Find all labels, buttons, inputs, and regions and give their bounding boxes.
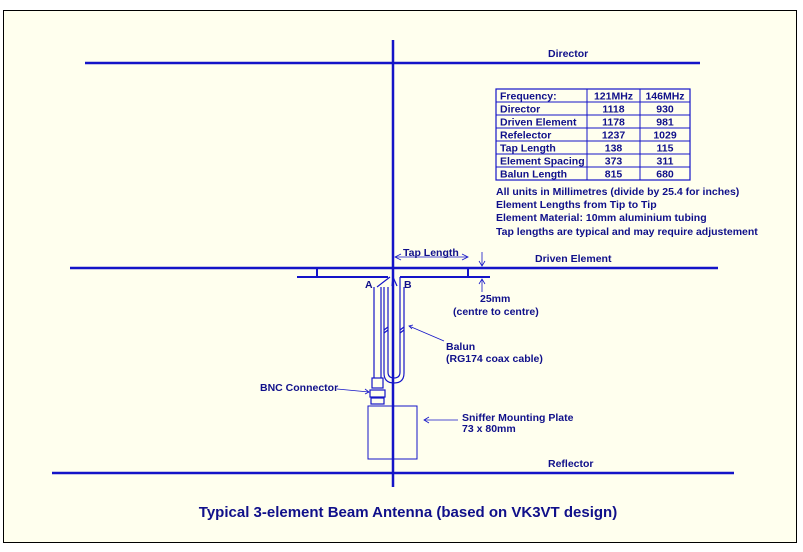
leader-lines (336, 324, 458, 424)
table-cell: 930 (656, 104, 674, 116)
balun-label: Balun (446, 341, 475, 353)
table-cell: 981 (656, 117, 674, 129)
table-header: 146MHz (645, 91, 684, 103)
table-cell: Tap Length (500, 143, 556, 155)
table-cell: 373 (605, 156, 623, 168)
table-cell: 311 (657, 156, 674, 168)
balun-note: (RG174 coax cable) (446, 353, 543, 365)
diagram-title: Typical 3-element Beam Antenna (based on… (199, 504, 617, 521)
note: All units in Millimetres (divide by 25.4… (496, 186, 739, 198)
tap-bar (297, 268, 490, 278)
table-cell: 1118 (602, 104, 624, 116)
table-border (495, 88, 691, 181)
director-label: Director (548, 48, 588, 60)
point-a-label: A (365, 279, 373, 291)
reflector-label: Reflector (548, 458, 594, 470)
table-header: 121MHz (594, 91, 633, 103)
bnc-label: BNC Connector (260, 382, 338, 394)
table-cell: Balun Length (500, 169, 567, 181)
table-cell: 115 (657, 143, 674, 155)
table-cell: 815 (605, 169, 623, 181)
mounting-plate (367, 405, 418, 460)
spacing-dimension (478, 252, 486, 292)
notes: All units in Millimetres (divide by 25.4… (496, 186, 758, 238)
table-cell: Element Spacing (500, 156, 585, 168)
note: Element Lengths from Tip to Tip (496, 199, 657, 211)
balun-coax (373, 274, 405, 384)
note: Element Material: 10mm aluminium tubing (496, 212, 707, 224)
plate-size: 73 x 80mm (462, 423, 516, 435)
table-cell: 138 (605, 143, 623, 155)
bnc-connector (369, 377, 386, 405)
tap-length-label: Tap Length (403, 247, 459, 259)
spec-table: Frequency: 121MHz 146MHz Director 1118 930 Dri… (495, 88, 691, 181)
plate-label: Sniffer Mounting Plate (462, 412, 574, 424)
table-cell: Driven Element (500, 117, 577, 129)
spacing-label: 25mm (480, 293, 510, 305)
table-cell: Director (500, 104, 540, 116)
table-cell: 1029 (653, 130, 677, 142)
table-cell: 1178 (602, 117, 625, 129)
note: Tap lengths are typical and may require … (496, 226, 758, 238)
table-cell: 1237 (602, 130, 626, 142)
driven-element-label: Driven Element (535, 253, 612, 265)
tap-length-dimension (394, 253, 469, 261)
table-header: Frequency: (500, 91, 557, 103)
table-cell: Refelector (500, 130, 551, 142)
spacing-note: (centre to centre) (453, 306, 539, 318)
point-b-label: B (404, 279, 412, 291)
table-cell: 680 (656, 169, 674, 181)
